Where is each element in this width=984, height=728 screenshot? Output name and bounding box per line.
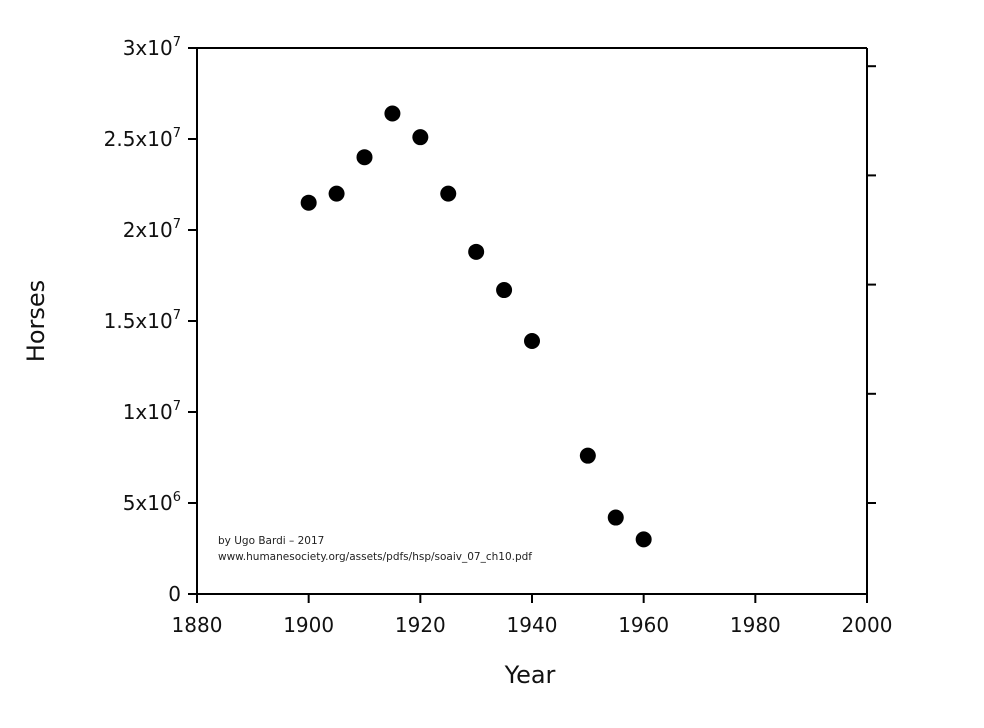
data-point [468,243,485,260]
y-tick-label: 0 [168,582,181,606]
y-axis-ticks: 0 5x106 1x107 1.5x107 2x107 2.5x107 3x107 [104,35,197,606]
credit-annotation: by Ugo Bardi – 2017 [218,535,324,547]
y-tick-label: 3x107 [123,35,181,60]
x-tick-label: 1880 [172,613,223,637]
x-tick-label: 1960 [618,613,669,637]
x-tick-label: 1940 [507,613,558,637]
axes [196,47,868,595]
data-point [300,194,317,211]
data-point [635,531,652,548]
y-tick-label: 1x107 [123,399,181,424]
data-point [524,333,540,350]
data-point [412,129,429,146]
y-axis-title: Horses [22,280,50,362]
y-tick-label: 2.5x107 [104,126,181,151]
x-tick-label: 2000 [842,613,893,637]
y-tick-label: 2x107 [123,217,181,242]
data-point [607,509,624,526]
x-tick-label: 1980 [730,613,781,637]
data-points [300,105,652,548]
x-tick-label: 1920 [395,613,446,637]
source-annotation: www.humanesociety.org/assets/pdfs/hsp/so… [218,551,532,563]
x-axis-title: Year [504,661,556,689]
x-tick-label: 1900 [283,613,334,637]
data-point [328,185,345,202]
data-point [384,105,401,122]
data-point [579,447,596,464]
data-point [356,149,373,166]
y-tick-label: 1.5x107 [104,308,181,333]
x-axis-ticks: 1880 1900 1920 1940 1960 1980 2000 [172,594,893,637]
y-tick-label: 5x106 [123,490,181,515]
data-point [496,282,513,299]
right-axis-ticks [867,65,876,504]
data-point [440,185,457,202]
